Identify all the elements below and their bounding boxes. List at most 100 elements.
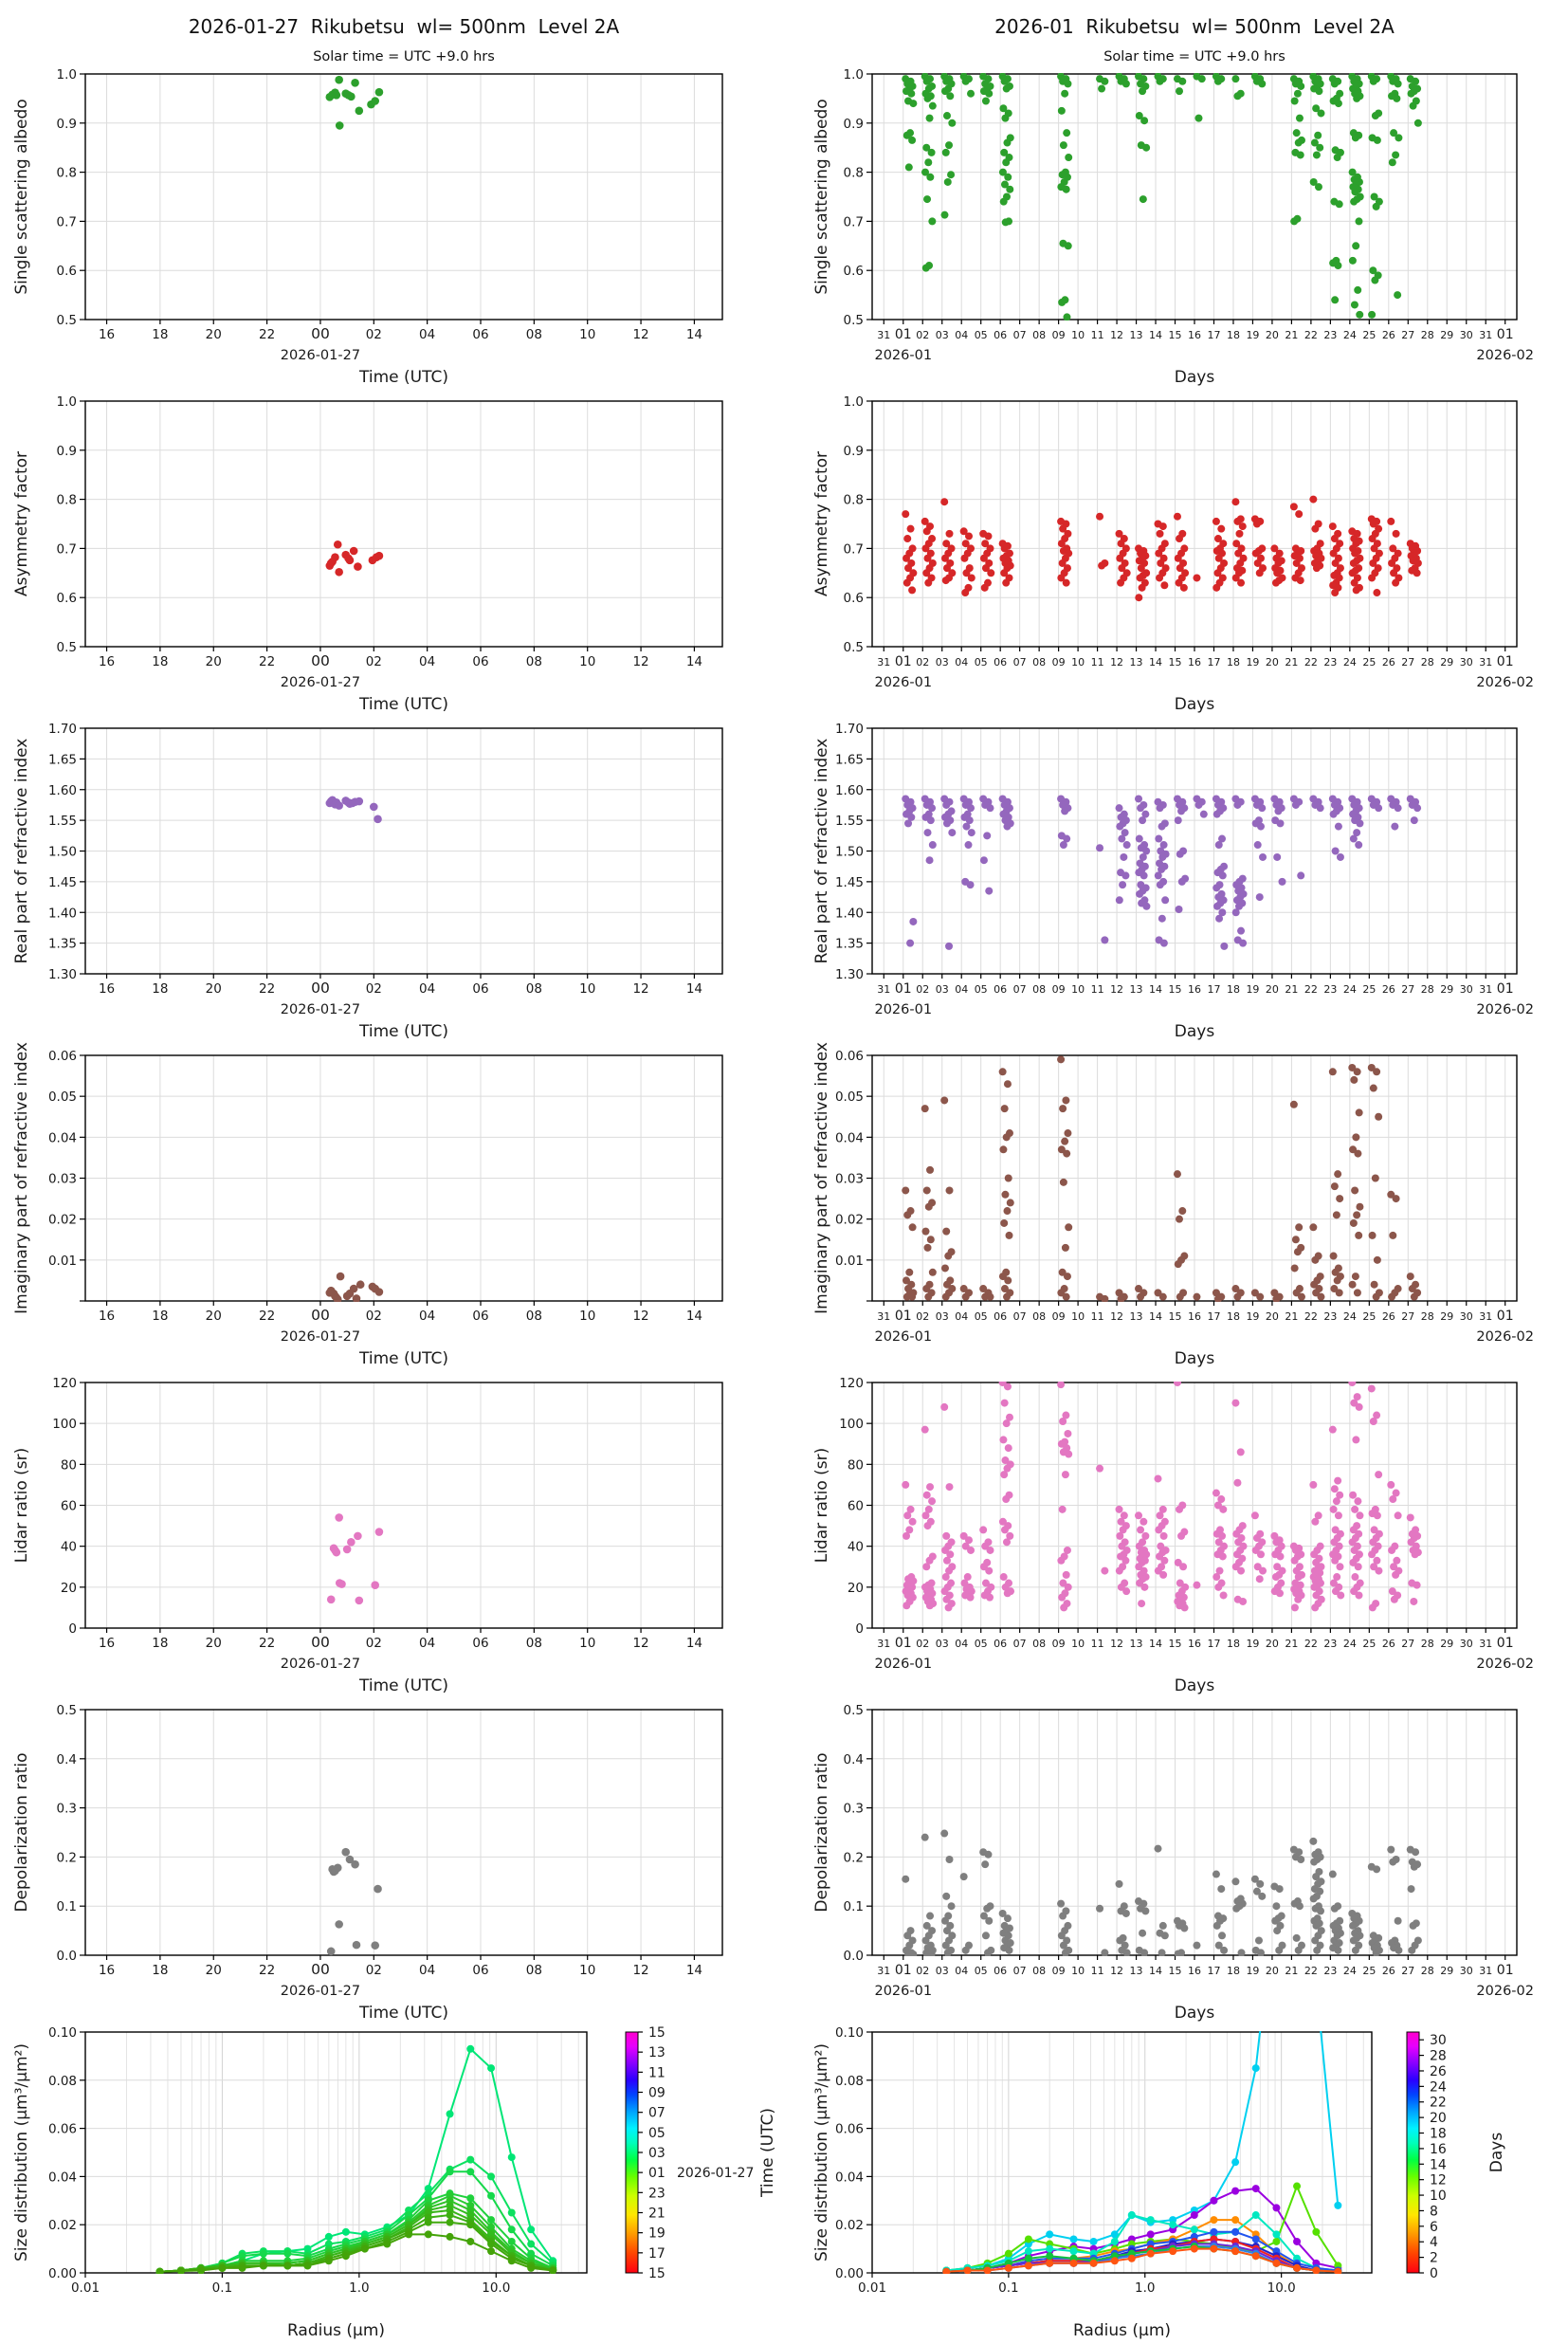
svg-text:21: 21	[1285, 1310, 1298, 1323]
svg-text:22: 22	[259, 327, 275, 342]
svg-text:15: 15	[648, 2266, 665, 2281]
svg-text:0.04: 0.04	[48, 2170, 77, 2185]
svg-text:04: 04	[955, 1638, 968, 1650]
svg-text:1.60: 1.60	[835, 783, 864, 798]
svg-text:Asymmetry factor: Asymmetry factor	[812, 451, 831, 596]
svg-text:0.6: 0.6	[57, 264, 77, 279]
svg-text:0.03: 0.03	[48, 1172, 77, 1187]
svg-text:0.02: 0.02	[835, 1213, 864, 1228]
svg-text:0.02: 0.02	[835, 2218, 864, 2233]
svg-text:1.0: 1.0	[57, 67, 77, 82]
svg-text:0.6: 0.6	[844, 264, 864, 279]
svg-text:27: 27	[1401, 1638, 1414, 1650]
svg-text:06: 06	[472, 654, 488, 669]
svg-text:06: 06	[994, 329, 1007, 341]
svg-text:22: 22	[1304, 1965, 1318, 1977]
svg-text:02: 02	[366, 1309, 382, 1324]
svg-text:14: 14	[1149, 329, 1162, 341]
svg-text:18: 18	[152, 654, 168, 669]
svg-text:29: 29	[1440, 656, 1453, 668]
svg-text:0.5: 0.5	[57, 313, 77, 328]
svg-text:0.04: 0.04	[835, 1130, 864, 1145]
svg-text:23: 23	[1323, 329, 1337, 341]
svg-text:01: 01	[895, 1963, 912, 1978]
svg-text:16: 16	[1188, 1310, 1201, 1323]
svg-text:31: 31	[1479, 1638, 1492, 1650]
svg-text:02: 02	[366, 1636, 382, 1651]
svg-text:17: 17	[648, 2246, 665, 2262]
svg-text:13: 13	[1130, 329, 1143, 341]
svg-text:0.0: 0.0	[844, 1949, 864, 1964]
chart-size-distribution-month: 0.00 0.02 0.04 0.06 0.08 0.10 0.01 0.1 1.0 10.0 Ra…	[812, 2025, 1373, 2340]
svg-text:27: 27	[1401, 1310, 1414, 1323]
chart-depolarization-ratio-month: 0.0 0.1 0.2 0.3 0.4 0.5 31 01 02 03 04 05 06 07 08 09 10…	[812, 1703, 1534, 2023]
svg-text:12: 12	[1110, 329, 1123, 341]
svg-text:15: 15	[1169, 983, 1182, 996]
svg-text:24: 24	[1343, 1638, 1357, 1650]
svg-text:19: 19	[1246, 983, 1259, 996]
svg-text:29: 29	[1440, 983, 1453, 996]
svg-text:01: 01	[648, 2166, 665, 2181]
svg-text:Size distribution (μm³/μm²): Size distribution (μm³/μm²)	[12, 2043, 31, 2262]
svg-text:16: 16	[1188, 656, 1201, 668]
svg-text:02: 02	[366, 327, 382, 342]
svg-text:11: 11	[1091, 656, 1104, 668]
svg-text:1.40: 1.40	[48, 906, 77, 921]
svg-text:2026-02: 2026-02	[1476, 1329, 1534, 1345]
svg-text:30: 30	[1430, 2033, 1447, 2048]
svg-text:09: 09	[1052, 1310, 1066, 1323]
svg-text:Days: Days	[1175, 1349, 1215, 1368]
svg-text:12: 12	[1110, 983, 1123, 996]
svg-text:1.65: 1.65	[835, 752, 864, 767]
svg-text:06: 06	[994, 1638, 1007, 1650]
svg-text:Depolarization ratio: Depolarization ratio	[812, 1752, 831, 1912]
svg-text:17: 17	[1207, 1965, 1220, 1977]
svg-text:Asymmetry factor: Asymmetry factor	[12, 451, 31, 596]
svg-text:12: 12	[1110, 656, 1123, 668]
svg-text:11: 11	[1091, 983, 1104, 996]
svg-text:26: 26	[1382, 656, 1395, 668]
svg-text:16: 16	[99, 1636, 115, 1651]
svg-text:28: 28	[1421, 1638, 1434, 1650]
svg-text:06: 06	[994, 1310, 1007, 1323]
svg-text:Days: Days	[1175, 1676, 1215, 1695]
svg-text:0.9: 0.9	[844, 117, 864, 132]
chart-asymmetry-factor-month: 0.5 0.6 0.7 0.8 0.9 1.0 31 01 02 03 04 05 06 07 08 09 10…	[812, 394, 1534, 714]
svg-text:26: 26	[1430, 2064, 1447, 2079]
svg-text:40: 40	[848, 1540, 864, 1555]
svg-text:04: 04	[419, 1963, 435, 1978]
svg-text:0.01: 0.01	[71, 2280, 100, 2296]
svg-text:14: 14	[1149, 1965, 1162, 1977]
svg-text:02: 02	[916, 1638, 929, 1650]
svg-text:31: 31	[1479, 329, 1492, 341]
svg-text:20: 20	[1266, 329, 1279, 341]
svg-text:Days: Days	[1175, 1022, 1215, 1041]
svg-text:1.70: 1.70	[835, 722, 864, 737]
svg-text:01: 01	[1497, 1309, 1514, 1324]
svg-text:14: 14	[686, 1636, 702, 1651]
chart-imaginary-refractive-index-day: 0.01 0.02 0.03 0.04 0.05 0.06 16 18 20 22 00 02 04 06…	[12, 1042, 723, 1368]
svg-text:31: 31	[877, 329, 890, 341]
svg-text:16: 16	[99, 654, 115, 669]
svg-text:03: 03	[936, 1638, 949, 1650]
svg-text:Radius (μm): Radius (μm)	[287, 2321, 385, 2340]
svg-text:10: 10	[579, 654, 595, 669]
svg-text:2026-01: 2026-01	[874, 675, 932, 690]
chart-imaginary-refractive-index-month: 0.01 0.02 0.03 0.04 0.05 0.06 31 01 02 03 04 05 06 07…	[812, 1042, 1534, 1368]
svg-text:12: 12	[632, 1963, 648, 1978]
svg-text:07: 07	[1013, 329, 1027, 341]
svg-text:20: 20	[848, 1581, 864, 1596]
svg-text:11: 11	[1091, 329, 1104, 341]
svg-text:04: 04	[419, 654, 435, 669]
svg-text:4: 4	[1430, 2235, 1438, 2250]
svg-text:28: 28	[1421, 1965, 1434, 1977]
svg-text:09: 09	[1052, 329, 1066, 341]
svg-text:Days: Days	[1175, 695, 1215, 714]
svg-text:08: 08	[1032, 1638, 1046, 1650]
svg-text:08: 08	[526, 1636, 542, 1651]
svg-text:20: 20	[61, 1581, 77, 1596]
chart-lidar-ratio-month: 0 20 40 60 80 100 120 31 01 02 03 04 05 06 07 08 09 10 11 1…	[812, 1376, 1534, 1695]
svg-text:21: 21	[1285, 656, 1298, 668]
svg-text:Time (UTC): Time (UTC)	[358, 368, 448, 387]
